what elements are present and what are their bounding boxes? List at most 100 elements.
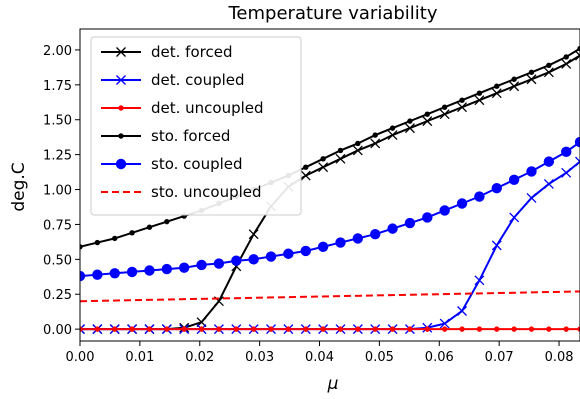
data-point <box>146 326 153 332</box>
x-marker-stroke <box>387 130 398 141</box>
data-point <box>129 326 135 332</box>
legend-label: sto. forced <box>151 127 230 145</box>
y-tick-label: 2.00 <box>43 44 72 59</box>
legend-item: sto. forced <box>101 127 230 145</box>
legend-marker <box>116 75 126 85</box>
data-point <box>457 102 467 113</box>
data-point <box>164 218 170 225</box>
data-point <box>526 166 537 177</box>
data-point <box>129 230 135 236</box>
y-tick-label: 0.25 <box>43 288 72 303</box>
x-marker-stroke <box>474 275 485 286</box>
legend-label: det. uncoupled <box>151 99 264 117</box>
data-point <box>370 229 381 240</box>
data-point <box>494 83 500 89</box>
x-tick-label: 0.00 <box>66 350 95 365</box>
data-point <box>80 326 83 332</box>
data-point <box>543 178 554 189</box>
data-point <box>144 265 155 276</box>
data-point <box>491 240 502 251</box>
data-point <box>577 326 580 332</box>
series-sto-coupled <box>80 136 580 282</box>
x-marker-stroke <box>526 192 537 203</box>
legend-marker <box>118 105 124 111</box>
data-point <box>317 241 329 252</box>
data-point <box>407 118 413 124</box>
data-point <box>161 263 173 275</box>
x-marker-stroke <box>509 212 520 223</box>
data-point <box>300 170 311 181</box>
x-marker-stroke <box>526 74 537 85</box>
data-point <box>250 326 257 332</box>
data-point <box>164 326 170 332</box>
x-marker-stroke <box>491 88 502 99</box>
data-point <box>528 326 535 332</box>
x-marker-stroke <box>80 328 85 335</box>
data-point <box>80 324 85 335</box>
data-point <box>459 97 465 103</box>
x-marker-stroke <box>318 162 329 173</box>
data-point <box>112 326 118 332</box>
y-axis-ticks: 0.00 0.25 0.50 0.75 1.00 1.25 1.50 1.75 2.00 <box>43 44 80 338</box>
x-tick-label: 0.04 <box>305 350 334 365</box>
data-point <box>389 326 396 332</box>
data-point <box>459 326 465 332</box>
data-point <box>474 275 485 286</box>
x-marker-stroke <box>543 67 554 78</box>
legend-label: det. coupled <box>151 71 245 89</box>
data-point <box>337 326 344 332</box>
y-tick-label: 1.75 <box>43 79 72 94</box>
x-marker-stroke <box>509 81 520 92</box>
x-marker-stroke <box>196 317 207 328</box>
data-point <box>320 326 326 332</box>
data-point <box>181 326 187 332</box>
legend-item: det. coupled <box>101 71 245 89</box>
x-marker-stroke <box>439 109 450 120</box>
data-point <box>285 326 292 332</box>
data-point <box>509 81 520 92</box>
data-point <box>213 258 225 269</box>
data-point <box>335 153 346 164</box>
data-point <box>575 50 580 61</box>
data-point <box>231 255 242 266</box>
data-point <box>526 192 537 203</box>
y-tick-label: 1.25 <box>43 149 72 164</box>
data-point <box>439 205 450 216</box>
data-point <box>248 229 259 240</box>
data-point <box>387 223 398 234</box>
x-tick-label: 0.08 <box>545 350 574 365</box>
data-point <box>372 326 378 332</box>
legend-frame <box>90 36 302 216</box>
data-point <box>546 326 552 332</box>
data-point <box>528 69 535 75</box>
data-point <box>126 266 138 278</box>
x-axis-title: μ <box>327 374 339 394</box>
data-point <box>474 95 485 106</box>
x-marker-stroke <box>404 123 415 134</box>
data-point <box>577 45 580 52</box>
legend-item: sto. coupled <box>101 155 243 173</box>
data-point <box>575 156 580 167</box>
x-marker-stroke <box>491 240 502 251</box>
data-point <box>80 244 83 250</box>
x-marker-stroke <box>457 102 467 113</box>
data-point <box>404 217 416 229</box>
x-marker-stroke <box>335 153 346 164</box>
data-point <box>563 54 569 60</box>
data-point <box>389 125 396 131</box>
data-point <box>494 326 500 332</box>
legend-item: det. forced <box>101 43 232 61</box>
x-marker-stroke <box>422 116 433 127</box>
series-sto-uncoupled <box>80 290 580 303</box>
data-point <box>543 67 554 78</box>
data-point <box>474 191 485 202</box>
x-marker-stroke <box>80 324 85 331</box>
legend: det. forced det. coupled det. uncoupled sto… <box>90 36 302 216</box>
plot-frame <box>79 28 580 342</box>
data-point <box>561 58 572 69</box>
data-point <box>335 237 346 248</box>
x-tick-label: 0.06 <box>425 350 454 365</box>
data-point <box>320 156 326 162</box>
data-point <box>265 251 277 262</box>
